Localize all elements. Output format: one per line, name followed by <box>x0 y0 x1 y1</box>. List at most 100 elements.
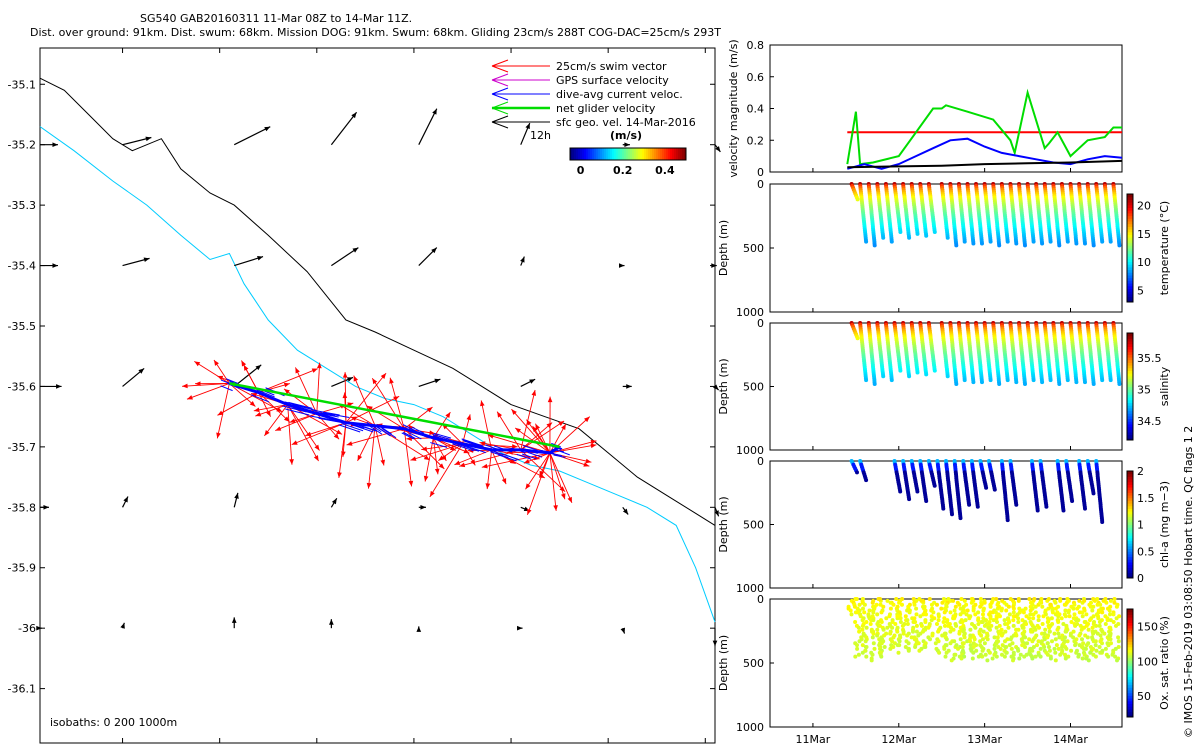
profile-point <box>901 631 906 636</box>
profile-point <box>875 612 880 617</box>
profile-point <box>1040 604 1045 609</box>
profile-point <box>958 516 963 521</box>
colorbar-cell <box>1127 237 1133 241</box>
colorbar-cell <box>1127 272 1133 276</box>
dac-vector <box>322 412 350 419</box>
profile-point <box>973 612 978 617</box>
colorbar-cell <box>646 148 649 160</box>
colorbar-cell <box>1127 394 1133 398</box>
colorbar-cell <box>1127 633 1133 637</box>
y-tick-label: 1000 <box>736 582 764 595</box>
dac-vector <box>398 425 412 433</box>
profile-point <box>1048 656 1053 661</box>
profile-point <box>917 648 922 653</box>
profile-point <box>891 645 896 649</box>
profile-point <box>1102 631 1107 636</box>
profile-point <box>1025 641 1030 646</box>
profile-point <box>1027 637 1032 642</box>
isobath-1000m <box>39 77 716 526</box>
y-tick-label: 500 <box>743 242 764 255</box>
profile-point <box>981 612 985 617</box>
profile-point <box>1106 643 1111 648</box>
y-tick-label: 1000 <box>736 306 764 319</box>
colorbar-cell <box>1127 630 1133 634</box>
profile-point <box>940 600 945 605</box>
profile-point <box>1063 602 1068 607</box>
dac-vector <box>318 417 346 424</box>
profile-point <box>1020 643 1025 648</box>
dac-vector <box>250 394 270 403</box>
colorbar-cell <box>1127 611 1133 615</box>
profile-point <box>1071 629 1076 634</box>
profile-point <box>870 635 875 640</box>
swim-vector-head <box>553 505 558 511</box>
profile-point <box>999 633 1004 638</box>
profile-point <box>962 635 967 640</box>
profile-point <box>933 641 938 646</box>
dac-vector <box>484 444 504 452</box>
profile-point <box>1040 241 1045 246</box>
profile-point <box>962 378 967 383</box>
colorbar-cell <box>588 148 591 160</box>
colorbar-cell <box>1127 434 1133 438</box>
figure-title-line2: Dist. over ground: 91km. Dist. swum: 68k… <box>30 26 721 39</box>
temperature-panel: 0 500 1000 Depth (m) 5 10 15 20 temperature (°C) <box>717 178 1171 319</box>
legend-label: sfc geo. vel. 14-Mar-2016 <box>556 116 696 129</box>
colorbar-cell <box>1127 532 1133 536</box>
colorbar-cell <box>1127 543 1133 547</box>
profile-point <box>932 230 937 234</box>
profile-point <box>856 652 861 657</box>
colorbar-cell <box>1127 714 1133 718</box>
profile-point <box>864 478 869 483</box>
profile-point <box>948 641 953 646</box>
swim-vector <box>366 405 405 430</box>
profile-point <box>898 368 903 373</box>
swim-vector-head <box>350 416 357 422</box>
profile-point <box>976 610 981 615</box>
colorbar-cell <box>1127 625 1133 629</box>
swim-vector-head <box>366 482 372 489</box>
profile-point <box>1108 598 1113 603</box>
velocity-series-line <box>847 159 1123 169</box>
colorbar-cell <box>594 148 597 160</box>
legend-arrowhead <box>491 59 509 67</box>
profile-point <box>1052 646 1057 651</box>
colorbar-cell <box>1127 354 1133 358</box>
profile-point <box>855 197 860 202</box>
colorbar-label: (m/s) <box>610 129 642 142</box>
profile-point <box>1084 612 1089 617</box>
colorbar-cell <box>1127 196 1133 200</box>
geo-velocity-arrow-head <box>520 256 525 263</box>
colorbar-cell <box>1127 335 1133 339</box>
y-tick-label: 500 <box>743 381 764 394</box>
colorbar-cell <box>1127 215 1133 219</box>
y-tick-label: -35.5 <box>8 320 36 333</box>
profile-point <box>954 382 959 386</box>
profile-point <box>975 504 980 509</box>
profile-point <box>1098 639 1103 644</box>
profile-point <box>1076 618 1081 623</box>
profile-point <box>924 233 929 238</box>
profile-point <box>981 629 986 634</box>
profile-point <box>848 608 853 613</box>
colorbar-cell <box>638 148 641 160</box>
x-tick-label: 134.8 <box>301 748 333 750</box>
y-tick-label: -35.1 <box>8 78 36 91</box>
profile-point <box>895 614 900 619</box>
profile-point <box>930 633 935 638</box>
profile-point <box>1031 378 1036 383</box>
dac-vector <box>341 423 364 432</box>
swim-vector-head <box>295 367 300 374</box>
profile-point <box>1064 646 1069 651</box>
profile-point <box>1112 597 1117 601</box>
dac-vector <box>284 401 309 409</box>
geo-velocity-arrow-head <box>231 617 237 623</box>
dac-vector <box>292 404 317 411</box>
profile-point <box>869 658 874 663</box>
geo-velocity-arrow-head <box>715 146 721 152</box>
colorbar-cell <box>1127 652 1133 656</box>
swim-vector-head <box>372 378 378 385</box>
legend-arrowhead <box>491 65 509 73</box>
geo-velocity-arrow-head <box>416 626 422 632</box>
colorbar-tick-label: 150 <box>1137 620 1158 633</box>
